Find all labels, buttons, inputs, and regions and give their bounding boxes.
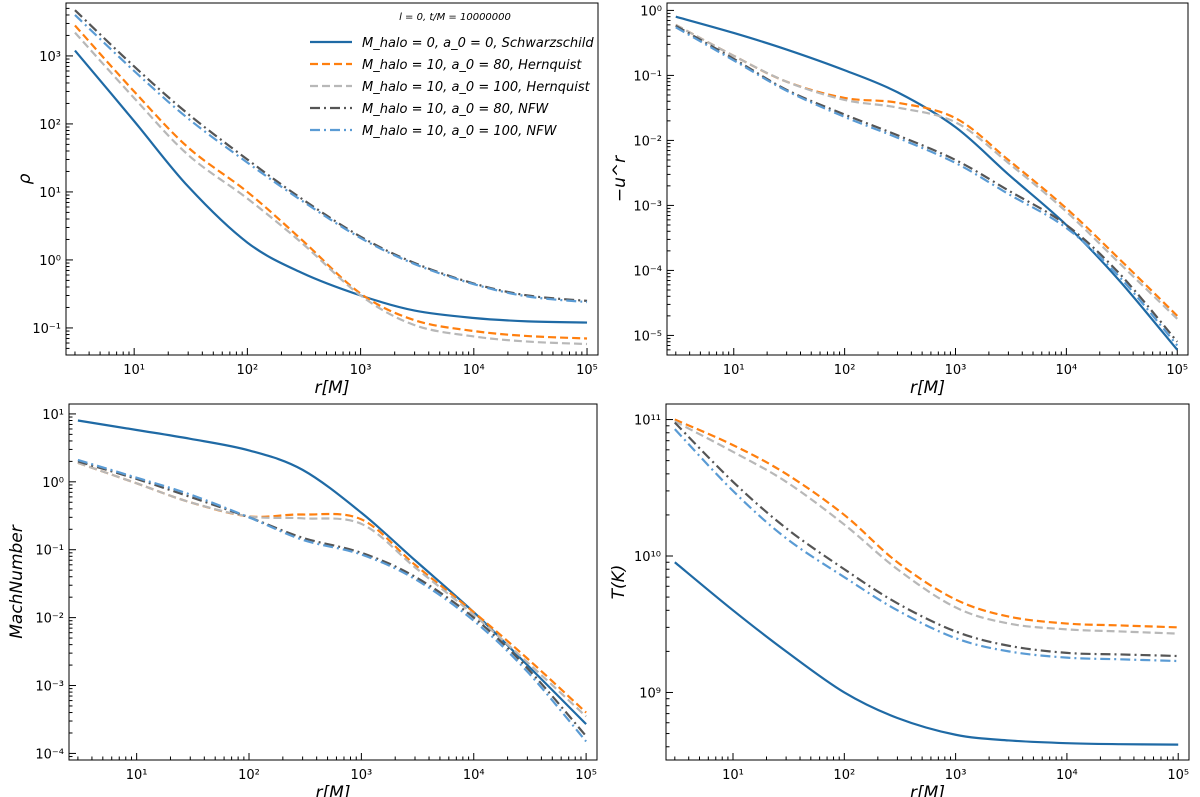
- legend-entry-label: M_halo = 10, a_0 = 100, NFW: [362, 124, 558, 139]
- series-line-4: [74, 9, 588, 302]
- series-line-2: [674, 418, 1179, 629]
- x-tick-label: 10²: [833, 768, 855, 783]
- series-line-1: [74, 49, 588, 324]
- x-tick-label: 10¹: [126, 768, 148, 783]
- x-axis-label: r[M]: [316, 783, 351, 797]
- x-tick-label: 10⁵: [575, 768, 597, 783]
- series-line-1: [674, 561, 1179, 746]
- series-line-4: [77, 460, 587, 737]
- x-tick-label: 10²: [238, 768, 260, 783]
- y-tick-label: 10⁻⁴: [633, 264, 662, 279]
- series-line-5: [674, 428, 1179, 663]
- y-axis-label: T(K): [609, 565, 629, 600]
- y-tick-label: 10¹: [39, 186, 61, 201]
- y-tick-label: 10⁻³: [35, 680, 64, 695]
- series-group: [74, 9, 588, 346]
- y-tick-label: 10⁻¹: [35, 544, 64, 559]
- series-line-2: [675, 23, 1179, 317]
- series-line-4: [675, 24, 1179, 343]
- y-axis-label: −u^r: [610, 155, 630, 202]
- x-axis-label: r[M]: [315, 378, 350, 398]
- y-tick-label: 10²: [39, 118, 61, 133]
- legend-entry-label: M_halo = 10, a_0 = 100, Hernquist: [362, 80, 591, 95]
- series-line-2: [77, 461, 587, 714]
- y-tick-label: 10¹¹: [634, 414, 661, 429]
- y-tick-label: 10¹: [42, 408, 64, 423]
- series-group: [674, 418, 1179, 746]
- legend-title: l = 0, t/M = 10000000: [399, 12, 511, 23]
- series-line-1: [675, 15, 1179, 351]
- axes-frame: [68, 403, 598, 761]
- y-tick-label: 10⁰: [640, 4, 662, 19]
- series-group: [675, 15, 1179, 351]
- chart-panel-3: 10¹ 10² 10³ 10⁴ 10⁵ 10⁻⁴ 10⁻³ 10⁻² 10⁻¹ 10⁰ 10¹ r[M…: [7, 403, 598, 797]
- axes-frame: [666, 2, 1189, 356]
- series-line-5: [74, 14, 588, 304]
- x-axis-label: r[M]: [910, 783, 945, 797]
- series-line-3: [675, 23, 1179, 320]
- y-tick-label: 10⁻³: [633, 199, 662, 214]
- y-tick-label: 10⁰: [42, 476, 64, 491]
- x-tick-label: 10³: [350, 768, 372, 783]
- x-axis-label: r[M]: [910, 378, 945, 398]
- x-tick-label: 10¹: [722, 768, 744, 783]
- axes-frame: [665, 403, 1190, 761]
- legend-entry-label: M_halo = 10, a_0 = 80, NFW: [362, 102, 549, 117]
- series-line-2: [74, 24, 588, 340]
- x-tick-label: 10⁴: [1055, 363, 1077, 378]
- x-tick-label: 10⁵: [576, 363, 598, 378]
- y-tick-label: 10⁻²: [633, 134, 662, 149]
- x-tick-label: 10⁴: [1056, 768, 1078, 783]
- chart-panel-2: 10¹ 10² 10³ 10⁴ 10⁵ 10⁻⁵ 10⁻⁴ 10⁻³ 10⁻² 10⁻¹ 10⁰ r[…: [610, 2, 1189, 398]
- y-axis-label: MachNumber: [7, 524, 27, 639]
- y-tick-label: 10¹⁰: [634, 550, 661, 565]
- chart-panel-4: 10¹ 10² 10³ 10⁴ 10⁵ 10⁹ 10¹⁰ 10¹¹ r[M] T(K): [609, 403, 1190, 797]
- legend-entry-label: M_halo = 0, a_0 = 0, Schwarzschild: [362, 36, 594, 51]
- x-tick-label: 10³: [350, 363, 372, 378]
- y-tick-label: 10⁹: [639, 686, 661, 701]
- y-tick-label: 10⁻⁵: [633, 329, 662, 344]
- series-group: [77, 419, 587, 743]
- x-tick-label: 10³: [945, 768, 967, 783]
- y-tick-label: 10⁻⁴: [35, 747, 64, 762]
- x-tick-label: 10⁵: [1167, 768, 1189, 783]
- y-tick-label: 10⁰: [39, 254, 61, 269]
- x-tick-label: 10³: [945, 363, 967, 378]
- series-line-5: [77, 458, 587, 743]
- series-line-3: [674, 420, 1179, 635]
- x-tick-label: 10²: [236, 363, 258, 378]
- series-line-3: [74, 31, 588, 346]
- series-line-3: [77, 461, 587, 718]
- x-tick-label: 10⁴: [463, 768, 485, 783]
- y-tick-label: 10⁻¹: [633, 69, 662, 84]
- series-line-5: [675, 26, 1179, 347]
- series-line-4: [674, 421, 1179, 658]
- x-tick-label: 10¹: [723, 363, 745, 378]
- x-tick-label: 10⁴: [463, 363, 485, 378]
- legend-entry-label: M_halo = 10, a_0 = 80, Hernquist: [362, 58, 582, 73]
- axes-frame: [65, 2, 599, 356]
- series-line-1: [77, 419, 587, 725]
- x-tick-label: 10²: [834, 363, 856, 378]
- x-tick-label: 10¹: [123, 363, 145, 378]
- legend: l = 0, t/M = 10000000 M_halo = 0, a_0 = 0…: [310, 12, 594, 139]
- y-tick-label: 10⁻²: [35, 612, 64, 627]
- y-tick-label: 10³: [39, 50, 61, 65]
- x-tick-label: 10⁵: [1166, 363, 1188, 378]
- y-axis-label: ρ: [15, 173, 35, 184]
- y-tick-label: 10⁻¹: [32, 322, 61, 337]
